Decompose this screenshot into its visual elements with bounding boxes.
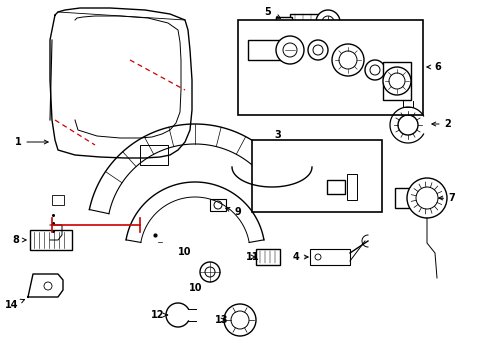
Circle shape — [307, 40, 327, 60]
Circle shape — [364, 60, 384, 80]
Circle shape — [283, 43, 296, 57]
Text: 10: 10 — [189, 283, 203, 293]
Bar — [238, 20, 422, 115]
Circle shape — [224, 304, 256, 336]
Circle shape — [314, 254, 320, 260]
Bar — [289, 14, 319, 30]
Bar — [256, 249, 280, 265]
Text: 1: 1 — [15, 137, 48, 147]
Bar — [326, 180, 345, 194]
Circle shape — [214, 201, 222, 209]
Bar — [275, 17, 291, 27]
Bar — [394, 188, 416, 208]
Circle shape — [200, 262, 220, 282]
Circle shape — [44, 282, 52, 290]
Circle shape — [331, 44, 363, 76]
Text: 8: 8 — [13, 235, 26, 245]
Circle shape — [312, 45, 323, 55]
Bar — [140, 145, 168, 165]
Text: 4: 4 — [292, 252, 307, 262]
Bar — [52, 195, 64, 205]
Circle shape — [321, 16, 333, 28]
Circle shape — [415, 187, 437, 209]
Circle shape — [388, 73, 404, 89]
Text: 2: 2 — [431, 119, 450, 129]
Circle shape — [406, 178, 446, 218]
Circle shape — [397, 115, 417, 135]
Bar — [209, 199, 225, 211]
Circle shape — [382, 67, 410, 95]
Text: 5: 5 — [264, 7, 280, 18]
Text: 6: 6 — [426, 62, 441, 72]
Text: 3: 3 — [274, 130, 281, 140]
Text: 13: 13 — [215, 315, 228, 325]
Bar — [346, 174, 356, 200]
Text: 10: 10 — [178, 247, 191, 257]
Text: 11: 11 — [246, 252, 259, 262]
Bar — [30, 230, 72, 250]
Circle shape — [230, 311, 248, 329]
Text: 7: 7 — [438, 193, 454, 203]
Bar — [247, 40, 283, 60]
Text: 9: 9 — [225, 207, 241, 217]
Bar — [251, 140, 381, 212]
Bar — [382, 62, 410, 100]
Text: 14: 14 — [5, 299, 24, 310]
Circle shape — [338, 51, 356, 69]
Circle shape — [204, 267, 215, 277]
Text: 12: 12 — [151, 310, 167, 320]
Circle shape — [315, 10, 339, 34]
Circle shape — [275, 36, 304, 64]
Circle shape — [369, 65, 379, 75]
Bar — [309, 249, 349, 265]
